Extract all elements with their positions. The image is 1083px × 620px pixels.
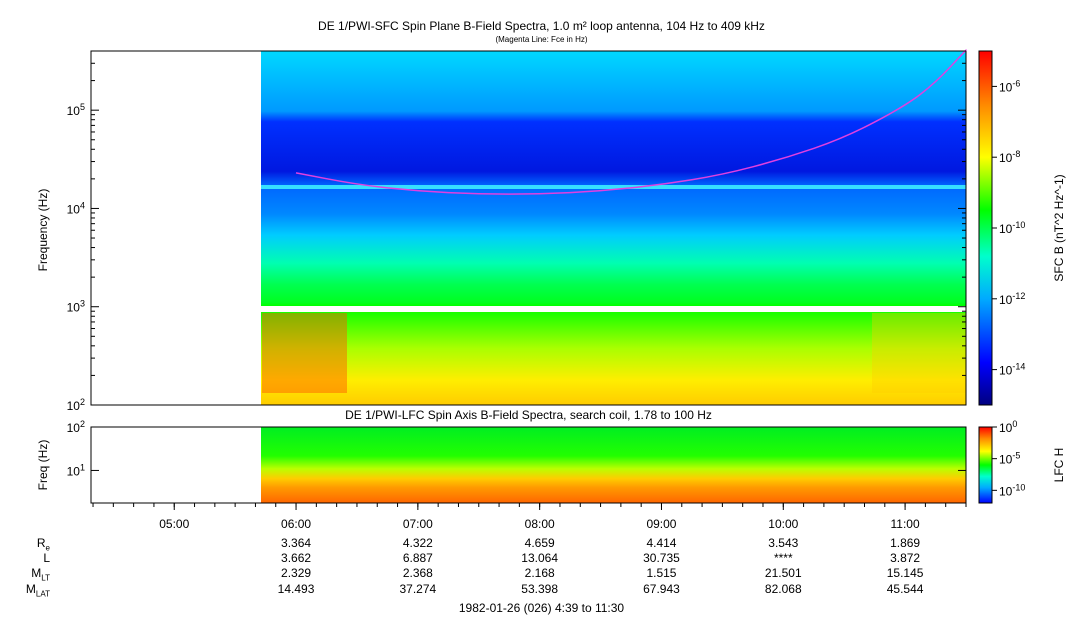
time-tick-label: 09:00 bbox=[646, 517, 676, 531]
ephemeris-value: 4.322 bbox=[402, 536, 433, 550]
lfc-colorbar-tick-label: 10-5 bbox=[999, 451, 1020, 467]
time-tick-label: 06:00 bbox=[281, 517, 311, 531]
sfc-low-freq-burst-right bbox=[872, 313, 966, 393]
ephemeris-value: 4.414 bbox=[646, 536, 677, 550]
ephemeris-value: 14.493 bbox=[277, 582, 315, 596]
lfc-colorbar bbox=[978, 426, 993, 504]
sfc-spectrogram-fill bbox=[261, 51, 966, 405]
ephemeris-value: 1.515 bbox=[646, 566, 677, 580]
lfc-y-tick-label: 102 bbox=[67, 419, 85, 435]
sfc-colorbar-ticks: 10-6 10-8 10-10 10-12 10-14 bbox=[992, 78, 1025, 378]
lfc-colorbar-ticks: 100 10-5 10-10 bbox=[992, 419, 1025, 498]
lfc-axes-frame bbox=[90, 426, 967, 504]
sfc-colorbar-label: SFC B (nT^2 Hz^-1) bbox=[1052, 174, 1066, 281]
time-tick-label: 07:00 bbox=[403, 517, 433, 531]
lfc-chart-title: DE 1/PWI-LFC Spin Axis B-Field Spectra, … bbox=[345, 408, 712, 422]
time-axis-ticks: 05:00 06:00 07:00 08:00 09:00 10:00 11:00 bbox=[92, 503, 967, 531]
ephemeris-value: 37.274 bbox=[399, 582, 437, 596]
sfc-spectrogram bbox=[90, 49, 967, 406]
time-range-footer: 1982-01-26 (026) 4:39 to 11:30 bbox=[458, 601, 625, 615]
ephemeris-value: 3.364 bbox=[281, 536, 312, 550]
sfc-colorbar-tick-label: 10-14 bbox=[999, 362, 1025, 378]
ephemeris-row-label: Re bbox=[36, 536, 50, 553]
lfc-y-axis-label: Freq (Hz) bbox=[36, 440, 50, 491]
ephemeris-row-label: L bbox=[43, 551, 50, 565]
sfc-chart-title: DE 1/PWI-SFC Spin Plane B-Field Spectra,… bbox=[318, 19, 765, 33]
sfc-emission-band bbox=[261, 185, 966, 189]
sfc-low-freq-burst-left bbox=[262, 313, 347, 393]
time-tick-label: 11:00 bbox=[891, 517, 920, 531]
ephemeris-value: 1.869 bbox=[890, 536, 921, 550]
sfc-axes-frame bbox=[90, 50, 967, 406]
ephemeris-value: 67.943 bbox=[643, 582, 680, 596]
lfc-colorbar-tick-label: 100 bbox=[999, 419, 1017, 435]
ephemeris-value: 2.329 bbox=[281, 566, 312, 580]
sfc-colorbar-tick-label: 10-6 bbox=[999, 78, 1020, 94]
ephemeris-value: 3.543 bbox=[768, 536, 799, 550]
lfc-colorbar-label: LFC H bbox=[1052, 448, 1066, 483]
ephemeris-value: 3.662 bbox=[281, 551, 312, 565]
ephemeris-value: 15.145 bbox=[886, 566, 924, 580]
sfc-colorbar-tick-label: 10-12 bbox=[999, 291, 1025, 307]
ephemeris-row-label: MLT bbox=[31, 566, 50, 583]
time-tick-label: 10:00 bbox=[768, 517, 798, 531]
ephemeris-value: 4.659 bbox=[524, 536, 555, 550]
sfc-y-axis-label: Frequency (Hz) bbox=[36, 189, 50, 272]
lfc-spectrogram-fill bbox=[261, 427, 966, 503]
sfc-y-tick-label: 105 bbox=[67, 102, 85, 118]
sfc-y-tick-label: 103 bbox=[67, 299, 85, 315]
lfc-y-tick-label: 101 bbox=[67, 462, 85, 478]
ephemeris-value: 82.068 bbox=[764, 582, 802, 596]
sfc-colorbar bbox=[978, 50, 993, 406]
fce-line bbox=[295, 49, 967, 195]
time-tick-label: 05:00 bbox=[159, 517, 189, 531]
ephemeris-value: **** bbox=[773, 551, 793, 565]
ephemeris-value: 6.887 bbox=[402, 551, 433, 565]
sfc-y-tick-label: 104 bbox=[67, 200, 85, 216]
lfc-colorbar-tick-label: 10-10 bbox=[999, 482, 1025, 498]
sfc-chart-subtitle: (Magenta Line: Fce in Hz) bbox=[495, 35, 588, 44]
ephemeris-value: 53.398 bbox=[521, 582, 558, 596]
ephemeris-row-label: MLAT bbox=[25, 582, 50, 599]
ephemeris-value: 2.168 bbox=[524, 566, 555, 580]
ephemeris-value: 13.064 bbox=[521, 551, 558, 565]
ephemeris-value: 30.735 bbox=[643, 551, 680, 565]
sfc-y-tick-label: 102 bbox=[67, 397, 85, 413]
ephemeris-value: 3.872 bbox=[890, 551, 921, 565]
lfc-spectrogram bbox=[90, 426, 967, 504]
ephemeris-value: 2.368 bbox=[402, 566, 433, 580]
ephemeris-value: 45.544 bbox=[886, 582, 924, 596]
time-tick-label: 08:00 bbox=[525, 517, 555, 531]
sfc-data-gap-band bbox=[261, 306, 966, 312]
sfc-colorbar-tick-label: 10-10 bbox=[999, 220, 1025, 236]
sfc-colorbar-tick-label: 10-8 bbox=[999, 149, 1020, 165]
ephemeris-value: 21.501 bbox=[764, 566, 802, 580]
